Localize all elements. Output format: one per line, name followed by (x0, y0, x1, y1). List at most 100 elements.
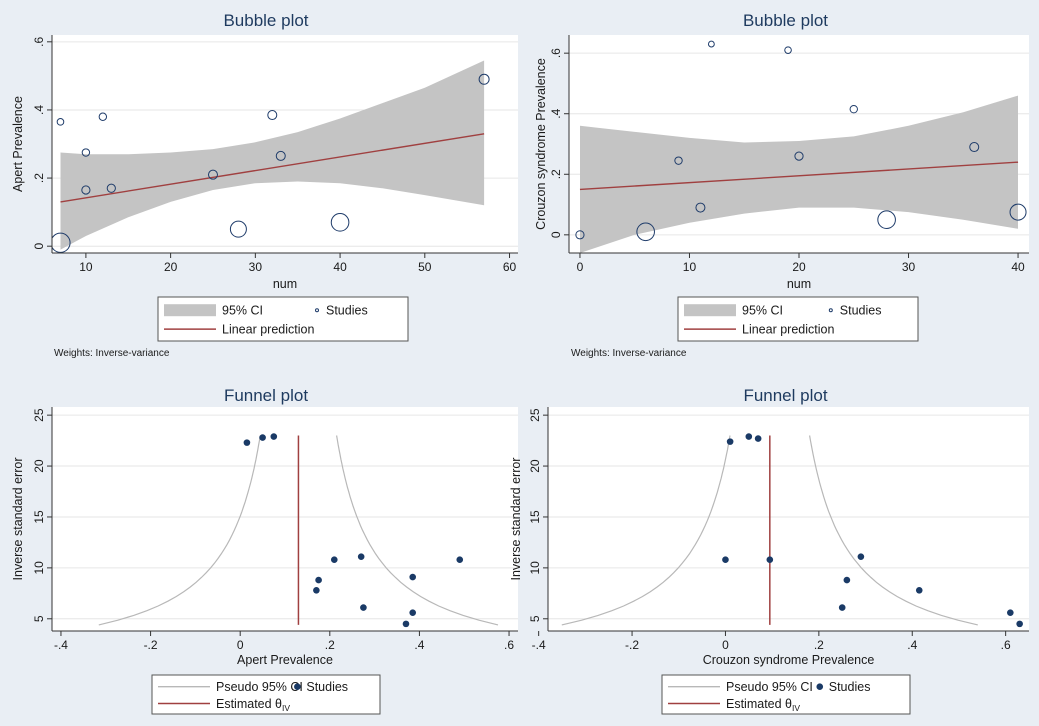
study-bubble (849, 104, 858, 114)
panel-apert-funnel: Funnel plot -.4 -.2 0 .2 .4 .6 5 10 15 20 25 Apert P… (11, 386, 518, 715)
study-point (315, 576, 322, 584)
x-tick-label: 30 (902, 260, 916, 274)
study-bubble (794, 151, 804, 161)
y-tick-label: .4 (549, 108, 563, 118)
legend-label: Linear prediction (222, 323, 314, 337)
x-tick-label: 10 (79, 260, 93, 274)
plot-content (52, 41, 518, 253)
x-tick-label: 0 (577, 260, 584, 274)
x-tick-label: .6 (504, 638, 514, 652)
study-bubble (636, 222, 655, 242)
study-point (259, 434, 266, 441)
study-point (754, 435, 762, 442)
study-bubble (98, 112, 108, 121)
study-point (456, 556, 464, 564)
study-point (409, 573, 417, 581)
study-bubble (695, 202, 706, 213)
study-bubble (267, 110, 278, 121)
legend-label: Studies (306, 680, 348, 694)
x-tick-label: .6 (1001, 638, 1011, 652)
study-bubble (877, 210, 896, 229)
panel-crouzon-funnel: Funnel plot -.4 -.2 0 .2 .4 .6 5 10 15 20 25 Crouzon… (509, 386, 1029, 715)
study-point (270, 433, 278, 440)
ci-band (580, 95, 1018, 253)
legend-key-band (684, 304, 736, 317)
legend-key-dot (816, 683, 824, 690)
pseudo-ci-curve-right (809, 435, 978, 626)
study-bubble (52, 232, 71, 253)
y-tick-label: 10 (528, 561, 542, 575)
x-tick-label: -.2 (625, 638, 639, 652)
panel-apert-bubble: Bubble plot 10 20 30 40 50 60 0 .2 .4 .6 num Apert P… (11, 11, 518, 359)
study-bubble (106, 183, 116, 193)
study-bubble (674, 156, 683, 165)
plot-area (52, 407, 518, 631)
y-tick-label: 25 (32, 408, 46, 422)
y-tick-label: .2 (549, 169, 563, 179)
chart-title: Bubble plot (223, 11, 308, 30)
study-point (409, 609, 417, 616)
x-axis-label: Apert Prevalence (237, 653, 333, 667)
pseudo-ci-curve-left (98, 435, 261, 626)
legend-label: Studies (326, 304, 368, 318)
study-bubble (784, 46, 792, 54)
y-axis-label: Crouzon syndrome Prevalence (534, 58, 548, 230)
legend: 95% CI Studies Linear prediction (677, 296, 919, 342)
study-bubble (969, 142, 980, 153)
legend-key-dot (294, 683, 301, 690)
panel-crouzon-bubble: Bubble plot 0 10 20 30 40 0 .2 .4 .6 num Crouzon sy… (534, 11, 1029, 359)
x-tick-label: 20 (792, 260, 806, 274)
y-tick-label: .6 (32, 36, 46, 46)
legend-key-bubble (828, 308, 833, 313)
study-point (360, 604, 367, 611)
legend: 95% CI Studies Linear prediction (157, 296, 409, 342)
study-point (745, 433, 753, 440)
study-point (843, 576, 851, 584)
study-point (402, 620, 410, 628)
legend-label: Linear prediction (742, 323, 834, 337)
y-tick-label: 0 (32, 243, 46, 250)
legend-label: Studies (829, 680, 871, 694)
legend-label: Estimated θIV (216, 697, 290, 713)
study-point (838, 604, 846, 611)
study-point (357, 553, 365, 560)
x-tick-label: 60 (503, 260, 517, 274)
y-tick-label: 10 (32, 561, 46, 575)
weights-note: Weights: Inverse-variance (571, 348, 687, 359)
legend: Pseudo 95% CI Studies Estimated θIV (151, 674, 381, 715)
x-tick-label: -.4 (54, 638, 68, 652)
study-bubble (81, 185, 91, 195)
study-point (857, 553, 865, 560)
linear-prediction-line (579, 161, 1019, 191)
study-bubble (575, 230, 585, 240)
x-tick-label: 40 (1011, 260, 1025, 274)
legend-box (661, 674, 911, 715)
y-axis-label: Inverse standard error (509, 458, 523, 581)
study-point (766, 556, 774, 564)
y-tick-label: .4 (32, 105, 46, 115)
y-axis-label: Inverse standard error (11, 458, 25, 581)
x-tick-label: -.4 (532, 638, 546, 652)
chart-title: Funnel plot (743, 386, 827, 405)
y-tick-label: 25 (528, 408, 542, 422)
y-tick-label: 5 (528, 615, 542, 622)
weights-note: Weights: Inverse-variance (54, 348, 170, 359)
study-bubble (207, 169, 218, 180)
legend-label: Pseudo 95% CI (216, 680, 303, 694)
study-bubble (56, 118, 65, 126)
legend-label-subscript: IV (282, 703, 290, 713)
x-tick-label: 0 (722, 638, 729, 652)
x-tick-label: 50 (418, 260, 432, 274)
study-bubble (330, 213, 350, 232)
study-point (243, 439, 251, 446)
x-tick-label: 0 (237, 638, 244, 652)
study-bubble (275, 150, 286, 161)
study-point (726, 438, 734, 445)
study-point (330, 556, 338, 564)
study-bubble (229, 220, 247, 238)
study-bubble (1009, 203, 1027, 221)
legend-label-subscript: IV (792, 703, 800, 713)
y-tick-label: 20 (32, 459, 46, 473)
legend-label: 95% CI (742, 304, 783, 318)
y-tick-label: 20 (528, 459, 542, 473)
